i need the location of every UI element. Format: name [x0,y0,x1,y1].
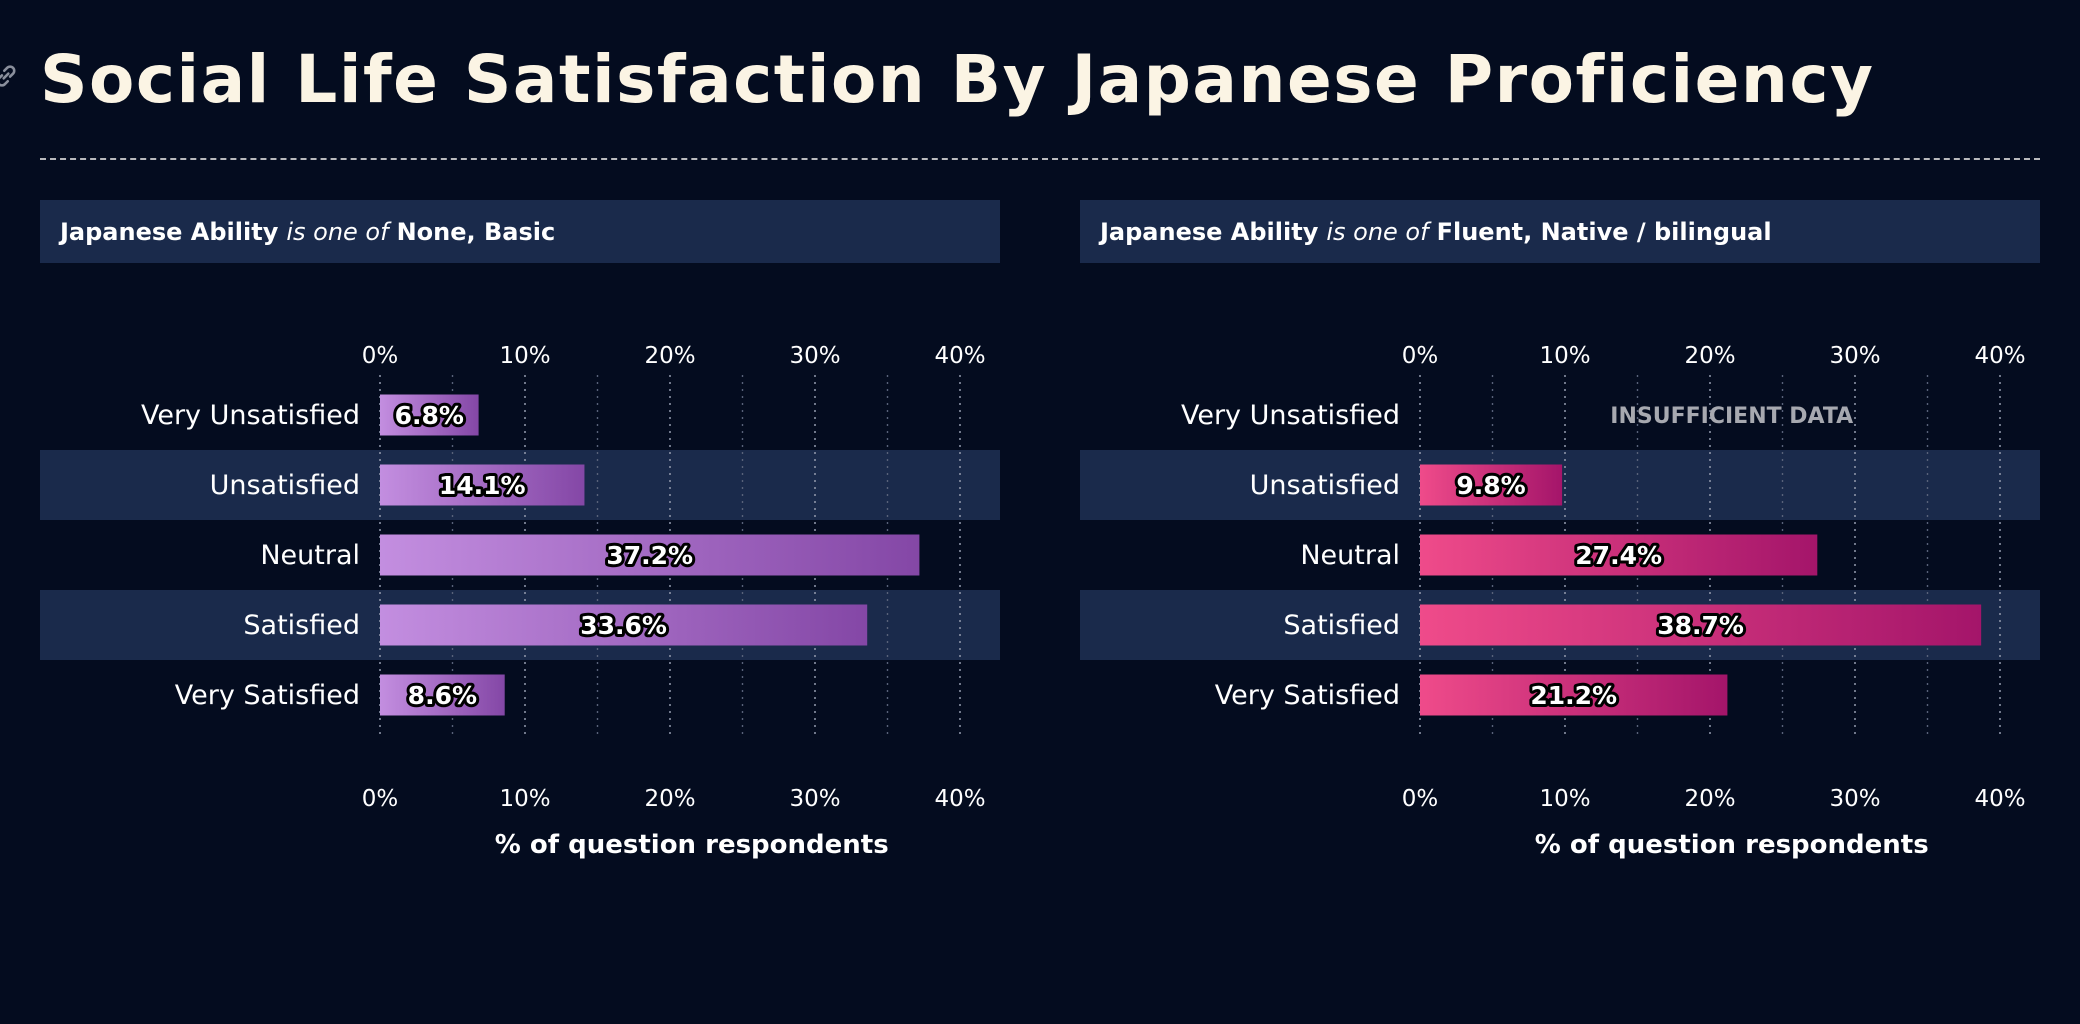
satisfaction-chart-fluent-native: 0% 0% 10% 10% 20% 20% 30% 30% 40% 40% % of questio… [1080,343,2040,860]
bar-value-label: 21.2% [1530,681,1617,710]
filter-values: None, Basic [396,217,556,246]
x-tick-label-top: 10% [1539,343,1590,369]
bar [1420,674,1728,716]
filter-bar[interactable]: Japanese Ability is one of None, Basic [40,200,1000,263]
bar-value-label: 6.8% [395,401,464,430]
category-label: Unsatisfied [210,470,360,501]
x-tick-label-top: 20% [1684,343,1735,369]
x-tick-label-bottom: 20% [644,786,695,812]
category-label: Very Satisfied [175,680,360,711]
x-tick-label-top: 0% [1402,343,1439,369]
bar [380,464,585,506]
filter-values: Fluent, Native / bilingual [1436,217,1772,246]
panel-fluent-native: Japanese Ability is one of Fluent, Nativ… [1080,200,2040,880]
category-label: Very Satisfied [1215,680,1400,711]
title-divider [40,158,2040,160]
x-tick-label-bottom: 10% [499,786,550,812]
bar [1420,534,1818,576]
x-tick-label-top: 40% [934,343,985,369]
bar [1420,464,1563,506]
x-tick-label-bottom: 30% [789,786,840,812]
x-tick-label-bottom: 20% [1684,786,1735,812]
x-tick-label-bottom: 0% [362,786,399,812]
bar-value-label: 33.6% [580,611,667,640]
bar [380,534,920,576]
insufficient-data-label: INSUFFICIENT DATA [1610,404,1853,429]
x-tick-label-bottom: 40% [934,786,985,812]
bar [380,674,505,716]
x-tick-label-top: 0% [362,343,399,369]
category-label: Satisfied [1283,610,1400,641]
x-tick-label-bottom: 0% [1402,786,1439,812]
filter-field: Japanese Ability [1100,217,1319,246]
bar [380,394,479,436]
category-label: Very Unsatisfied [141,400,360,431]
bar-value-label: 14.1% [439,471,526,500]
filter-bar[interactable]: Japanese Ability is one of Fluent, Nativ… [1080,200,2040,263]
filter-field: Japanese Ability [60,217,279,246]
category-label: Very Unsatisfied [1181,400,1400,431]
x-tick-label-top: 30% [789,343,840,369]
bar-value-label: 8.6% [408,681,477,710]
filter-operator: is one of [286,217,389,246]
x-tick-label-top: 10% [499,343,550,369]
link-icon[interactable] [0,62,20,90]
filter-operator: is one of [1326,217,1429,246]
panel-none-basic: Japanese Ability is one of None, Basic 0… [40,200,1000,880]
category-label: Unsatisfied [1250,470,1400,501]
category-label: Neutral [1300,540,1400,571]
page-title: Social Life Satisfaction By Japanese Pro… [40,41,1875,118]
x-tick-label-bottom: 30% [1829,786,1880,812]
x-tick-label-top: 20% [644,343,695,369]
x-tick-label-top: 40% [1974,343,2025,369]
category-label: Satisfied [243,610,360,641]
satisfaction-chart-none-basic: 0% 0% 10% 10% 20% 20% 30% 30% 40% 40% % of questio… [40,343,1000,860]
bar-value-label: 27.4% [1575,541,1662,570]
x-tick-label-top: 30% [1829,343,1880,369]
bar [1420,604,1982,646]
x-axis-title: % of question respondents [495,830,889,860]
bar [380,604,868,646]
bar-value-label: 37.2% [606,541,693,570]
x-tick-label-bottom: 40% [1974,786,2025,812]
bar-value-label: 38.7% [1657,611,1744,640]
x-tick-label-bottom: 10% [1539,786,1590,812]
category-label: Neutral [260,540,360,571]
bar-value-label: 9.8% [1456,471,1525,500]
x-axis-title: % of question respondents [1535,830,1929,860]
